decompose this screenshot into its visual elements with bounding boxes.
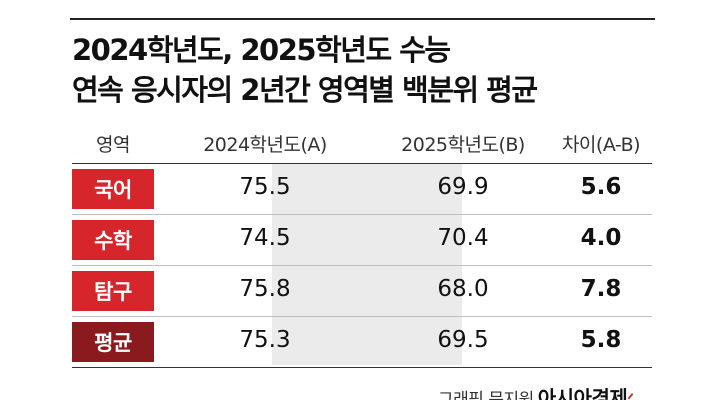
cell-2024: 75.8 [239,276,291,302]
score-table: 영역 2024학년도(A) 2025학년도(B) 차이(A-B) 국어 75.5… [72,125,652,368]
cell-2024: 75.5 [239,174,291,200]
cell-2025: 69.5 [437,327,489,353]
infographic-title: 2024학년도, 2025학년도 수능 연속 응시자의 2년간 영역별 백분위 … [72,30,672,110]
top-rule [70,18,655,20]
row-label-inquiry: 탐구 [72,271,154,311]
title-line-1: 2024학년도, 2025학년도 수능 [72,33,451,67]
cell-2024: 75.3 [239,327,291,353]
row-label-average: 평균 [72,322,154,362]
cell-2025: 70.4 [437,225,489,251]
brand-mark-icon: ᐟ [627,390,634,400]
table-row: 수학 74.5 70.4 4.0 [72,215,652,266]
title-line-2: 연속 응시자의 2년간 영역별 백분위 평균 [72,73,538,107]
header-area: 영역 [96,134,130,156]
cell-2025: 68.0 [437,276,489,302]
cell-diff: 5.6 [580,174,622,200]
table-row: 국어 75.5 69.9 5.6 [72,164,652,215]
credit-text: 그래픽 문지원 [438,390,534,400]
cell-diff: 4.0 [580,225,622,251]
cell-2025: 69.9 [437,174,489,200]
cell-diff: 5.8 [580,327,622,353]
table-row: 평균 75.3 69.5 5.8 [72,317,652,368]
column-b-shading [272,164,462,365]
table-header-row: 영역 2024학년도(A) 2025학년도(B) 차이(A-B) [72,125,652,164]
table-row: 탐구 75.8 68.0 7.8 [72,266,652,317]
header-2024: 2024학년도(A) [203,134,327,156]
cell-2024: 74.5 [239,225,291,251]
cell-diff: 7.8 [580,276,622,302]
header-2025: 2025학년도(B) [401,134,525,156]
brand-logo: 아시아경제 [537,386,628,400]
header-diff: 차이(A-B) [561,134,641,156]
row-label-math: 수학 [72,220,154,260]
row-label-korean: 국어 [72,169,154,209]
credit-line: 그래픽 문지원 아시아경제ᐟ [438,382,634,400]
